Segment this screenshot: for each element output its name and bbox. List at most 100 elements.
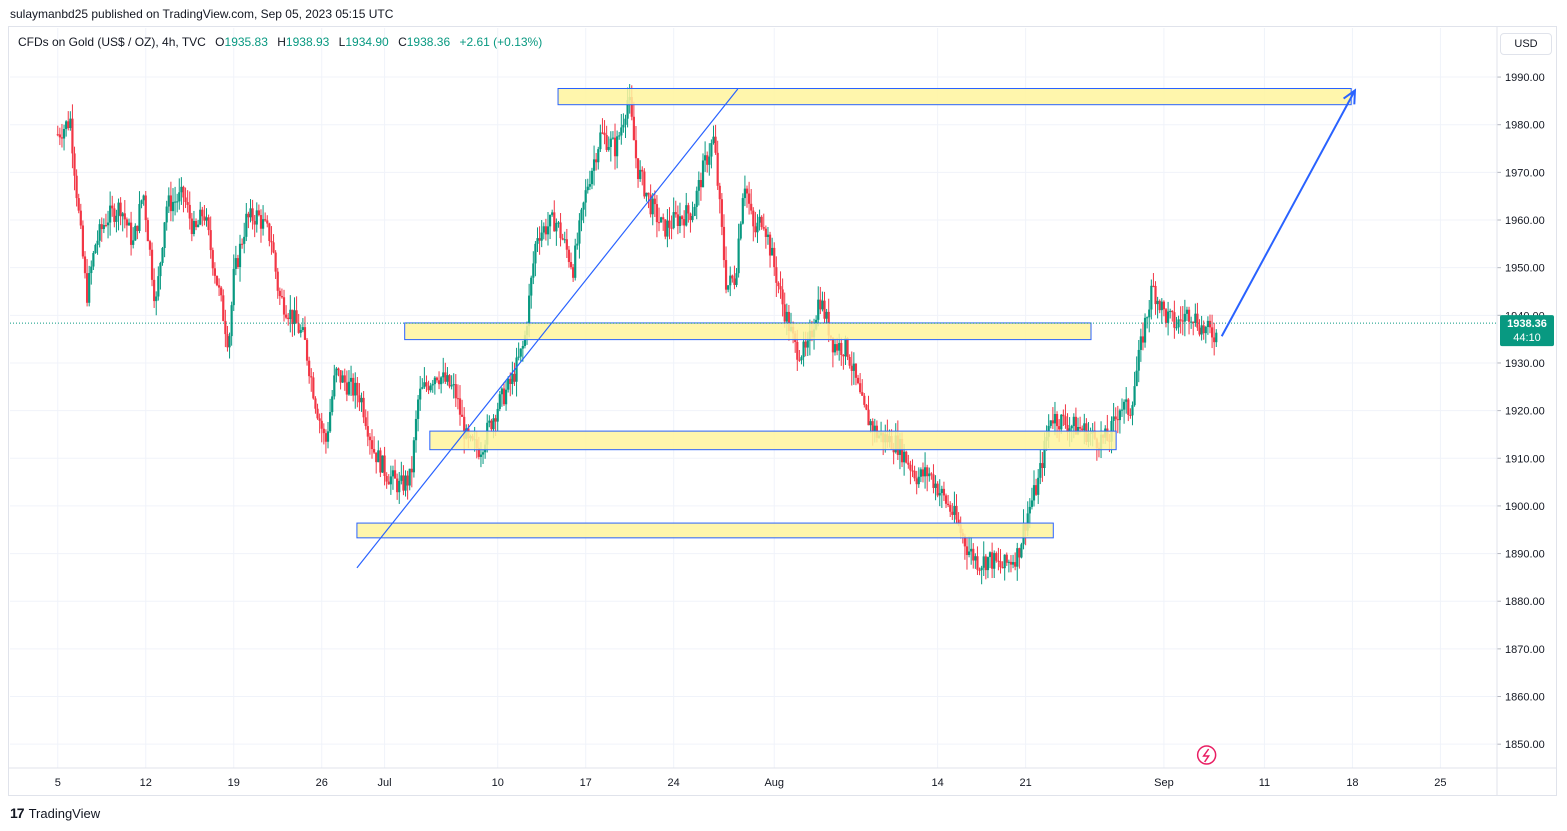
candle-body xyxy=(375,452,378,463)
candle-body xyxy=(1043,440,1046,468)
candle-body xyxy=(163,222,166,249)
x-tick-label: 19 xyxy=(228,777,240,789)
candle-body xyxy=(440,377,443,385)
candle-body xyxy=(1202,325,1205,334)
ascending-trendline xyxy=(356,88,739,569)
candle-body xyxy=(1072,416,1075,427)
candle-body xyxy=(712,136,715,144)
candle-body xyxy=(155,296,158,302)
candle-body xyxy=(729,275,732,286)
candle-body xyxy=(613,137,617,157)
candle-body xyxy=(150,249,154,280)
candle-body xyxy=(251,208,254,221)
candle-body xyxy=(433,377,436,385)
candle-body xyxy=(1169,310,1172,312)
candle-body xyxy=(460,414,464,417)
candle-body xyxy=(645,192,648,197)
publisher-caption: sulaymanbd25 published on TradingView.co… xyxy=(10,7,394,21)
candle-body xyxy=(318,418,321,421)
candle-body xyxy=(1187,309,1191,322)
candle-body xyxy=(373,449,376,453)
candle-body xyxy=(157,276,160,297)
candle-body xyxy=(308,360,311,377)
candle-body xyxy=(255,210,258,225)
candle-body xyxy=(173,201,177,203)
candle-body xyxy=(660,217,663,223)
candle-body xyxy=(699,180,703,188)
candle-body xyxy=(630,97,633,117)
candle-body xyxy=(1018,548,1021,558)
candle-body xyxy=(970,548,973,552)
candle-body xyxy=(1007,561,1010,563)
candle-body xyxy=(1177,319,1180,328)
candle-body xyxy=(1196,313,1199,328)
candle-body xyxy=(396,478,399,493)
candle-body xyxy=(915,478,918,485)
candle-body xyxy=(653,198,656,205)
candle-body xyxy=(873,425,876,432)
candle-body xyxy=(693,206,696,216)
candle-body xyxy=(735,273,738,285)
candle-body xyxy=(1005,554,1008,563)
candle-body xyxy=(410,468,413,473)
candle-body xyxy=(976,556,979,570)
candle-body xyxy=(192,220,196,235)
candle-body xyxy=(121,213,124,217)
candle-body xyxy=(352,377,355,396)
candle-body xyxy=(984,556,987,571)
candle-body xyxy=(479,454,483,457)
candle-body xyxy=(636,158,640,180)
candle-body xyxy=(1116,419,1119,421)
candle-body xyxy=(718,185,721,200)
candle-body xyxy=(722,226,726,261)
candle-body xyxy=(238,243,242,268)
candle-body xyxy=(567,249,571,263)
candle-body xyxy=(366,426,369,437)
candle-body xyxy=(907,462,910,465)
candle-body xyxy=(819,299,822,310)
candle-body xyxy=(450,385,453,387)
candle-body xyxy=(553,212,556,232)
candle-body xyxy=(785,311,788,322)
candle-body xyxy=(773,247,776,268)
candle-body xyxy=(737,238,740,274)
candle-body xyxy=(752,210,755,227)
candle-body xyxy=(967,551,971,555)
candle-body xyxy=(349,377,353,382)
zone-rectangle xyxy=(356,522,1054,539)
candle-body xyxy=(1200,325,1203,335)
currency-button[interactable]: USD xyxy=(1500,33,1552,55)
candle-body xyxy=(913,470,916,479)
candle-body xyxy=(1016,548,1019,567)
candle-body xyxy=(926,467,929,477)
candle-body xyxy=(1215,332,1218,343)
candle-body xyxy=(335,368,338,376)
candle-body xyxy=(301,327,304,330)
candle-body xyxy=(1114,416,1117,420)
bar-countdown: 44:10 xyxy=(1513,332,1541,344)
candle-body xyxy=(559,222,562,239)
y-tick-label: 1890.00 xyxy=(1505,549,1545,561)
candle-body xyxy=(965,546,969,555)
candle-body xyxy=(672,212,675,228)
candle-body xyxy=(804,341,807,348)
candle-body xyxy=(548,214,552,227)
candle-body xyxy=(605,135,608,150)
candle-body xyxy=(999,561,1002,568)
candle-body xyxy=(1127,399,1130,415)
candle-body xyxy=(148,241,152,250)
candle-body xyxy=(670,227,673,229)
candle-body xyxy=(391,470,395,477)
candle-body xyxy=(756,222,759,233)
candle-body xyxy=(305,339,309,361)
candle-body xyxy=(649,194,652,215)
candle-body xyxy=(358,395,361,403)
candle-body xyxy=(425,382,428,387)
candle-body xyxy=(697,180,700,191)
y-tick-label: 1850.00 xyxy=(1505,739,1545,751)
candle-body xyxy=(452,384,455,386)
y-tick-label: 1860.00 xyxy=(1505,692,1545,704)
candle-body xyxy=(844,338,847,357)
candle-body xyxy=(161,248,164,263)
